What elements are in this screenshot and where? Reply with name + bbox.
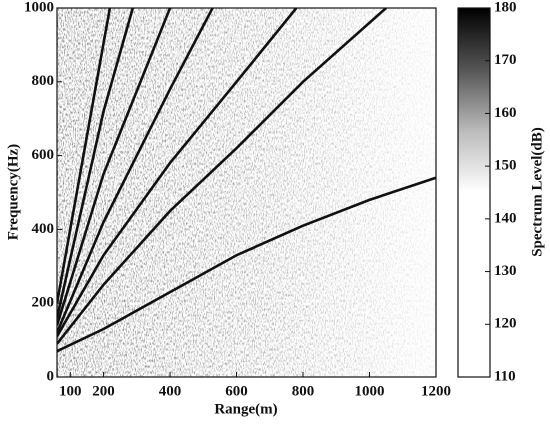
striation-line	[57, 8, 298, 338]
x-tick-label: 600	[225, 383, 248, 399]
striation-line	[57, 8, 112, 304]
x-tick-label: 800	[292, 383, 315, 399]
colorbar-label: Spectrum Level(dB)	[529, 127, 545, 257]
plot-frame	[56, 7, 437, 378]
plot-area	[57, 8, 436, 353]
x-tick-label: 1000	[355, 383, 385, 399]
colorbar-tick-label: 180	[494, 0, 517, 15]
colorbar-tick-label: 130	[494, 263, 517, 279]
colorbar-tick-label: 120	[494, 316, 517, 332]
y-tick-label: 1000	[24, 0, 54, 15]
striation-line	[57, 8, 135, 319]
colorbar-tick-label: 110	[494, 368, 516, 384]
y-tick-label: 600	[32, 147, 55, 163]
y-tick-label: 400	[32, 221, 55, 237]
speckle	[57, 8, 436, 377]
striation-line	[57, 8, 387, 345]
x-tick-label: 400	[159, 383, 182, 399]
x-tick-label: 200	[92, 383, 115, 399]
y-axis-label: Frequency(Hz)	[5, 144, 21, 240]
y-tick-label: 200	[32, 295, 55, 311]
striation-line	[57, 8, 214, 334]
y-tick-label: 800	[32, 73, 55, 89]
colorbar-tick-label: 150	[494, 158, 517, 174]
x-axis-label: Range(m)	[214, 401, 277, 417]
colorbar-tick-label: 160	[494, 105, 517, 121]
colorbar	[457, 7, 491, 378]
colorbar-tick-label: 140	[494, 210, 517, 226]
x-tick-label: 100	[59, 383, 82, 399]
x-tick-label: 1200	[421, 383, 451, 399]
colorbar-tick-label: 170	[494, 52, 517, 68]
striation-line	[57, 176, 436, 353]
y-tick-label: 0	[47, 368, 55, 384]
striation-line	[57, 8, 172, 326]
